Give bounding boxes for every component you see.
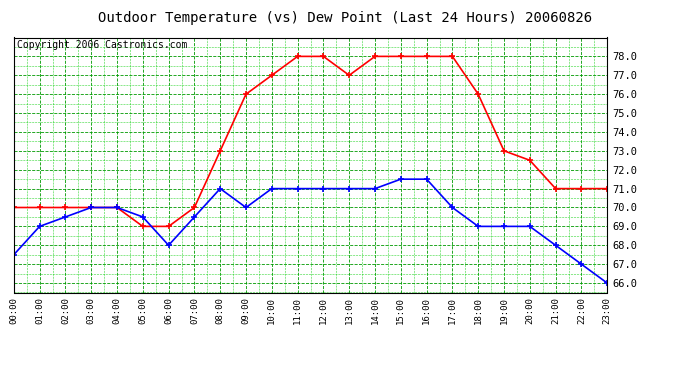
- Text: Outdoor Temperature (vs) Dew Point (Last 24 Hours) 20060826: Outdoor Temperature (vs) Dew Point (Last…: [98, 11, 592, 25]
- Text: Copyright 2006 Castronics.com: Copyright 2006 Castronics.com: [17, 40, 187, 50]
